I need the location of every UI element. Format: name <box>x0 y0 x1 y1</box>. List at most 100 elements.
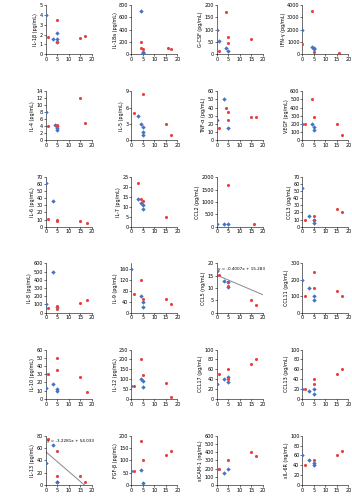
Point <box>251 220 257 228</box>
Point <box>55 120 60 128</box>
Y-axis label: G-CSF (pg/mL): G-CSF (pg/mL) <box>198 12 203 48</box>
Point <box>168 46 174 54</box>
Point <box>309 7 314 15</box>
Point <box>249 448 254 456</box>
Point <box>311 456 317 464</box>
Point <box>140 377 146 385</box>
Point <box>163 120 169 128</box>
Point <box>82 478 88 486</box>
Point <box>221 276 226 284</box>
Point <box>214 267 220 275</box>
Point <box>311 459 317 467</box>
Point <box>138 356 143 364</box>
Point <box>50 268 56 276</box>
Point <box>55 354 60 362</box>
Point <box>45 34 51 42</box>
Y-axis label: CCL17 (pg/mL): CCL17 (pg/mL) <box>198 356 203 393</box>
Point <box>128 265 134 273</box>
Point <box>45 215 51 223</box>
Point <box>136 112 141 120</box>
Point <box>216 124 222 132</box>
Point <box>55 28 60 36</box>
Y-axis label: IL-13 (pg/mL): IL-13 (pg/mL) <box>30 444 35 477</box>
Point <box>77 299 83 307</box>
Point <box>306 212 312 220</box>
Point <box>226 46 231 54</box>
Point <box>226 375 231 383</box>
Point <box>216 36 222 44</box>
Point <box>138 199 143 207</box>
Point <box>138 292 143 300</box>
Point <box>55 38 60 46</box>
Point <box>223 104 229 112</box>
Point <box>168 393 174 401</box>
Point <box>140 48 146 56</box>
Point <box>140 383 146 391</box>
Y-axis label: CCL13 (pg/mL): CCL13 (pg/mL) <box>284 356 289 393</box>
Text: y = -0.4007x + 15.283: y = -0.4007x + 15.283 <box>218 267 265 271</box>
Point <box>77 94 83 102</box>
Point <box>138 375 143 383</box>
Point <box>339 292 344 300</box>
Point <box>302 462 307 469</box>
Point <box>226 372 231 380</box>
Point <box>226 108 231 116</box>
Point <box>140 48 146 56</box>
Point <box>223 44 229 52</box>
Point <box>140 122 146 130</box>
Point <box>249 360 254 368</box>
Point <box>138 436 143 444</box>
Y-axis label: IL-5 (pg/mL): IL-5 (pg/mL) <box>119 101 124 130</box>
Y-axis label: CCL11 (pg/mL): CCL11 (pg/mL) <box>284 270 289 306</box>
Point <box>214 380 220 388</box>
Point <box>339 132 344 140</box>
Point <box>302 120 307 128</box>
Point <box>140 456 146 464</box>
Point <box>43 300 49 308</box>
Point <box>300 452 305 460</box>
Point <box>168 131 174 139</box>
Point <box>311 375 317 383</box>
Point <box>140 46 146 54</box>
Point <box>226 464 231 472</box>
Point <box>163 452 169 460</box>
Point <box>131 382 136 390</box>
Point <box>55 126 60 134</box>
Point <box>300 276 305 284</box>
Point <box>165 44 171 52</box>
Point <box>309 43 314 51</box>
Point <box>334 370 340 378</box>
Point <box>311 462 317 469</box>
Point <box>77 472 83 480</box>
Y-axis label: IL-1β (pg/mL): IL-1β (pg/mL) <box>33 13 38 46</box>
Point <box>216 46 222 54</box>
Point <box>226 278 231 286</box>
Point <box>82 32 88 40</box>
Point <box>55 302 60 310</box>
Point <box>253 356 259 364</box>
Point <box>311 126 317 134</box>
Point <box>168 300 174 308</box>
Point <box>226 39 231 47</box>
Point <box>138 44 143 52</box>
Point <box>138 195 143 203</box>
Point <box>55 122 60 130</box>
Point <box>131 290 136 298</box>
Point <box>311 284 317 292</box>
Point <box>216 370 222 378</box>
Point <box>302 216 307 224</box>
Point <box>300 184 305 192</box>
Point <box>55 216 60 224</box>
Point <box>45 122 51 130</box>
Point <box>249 36 254 44</box>
Point <box>55 366 60 374</box>
Point <box>163 379 169 387</box>
Point <box>216 270 222 278</box>
Point <box>140 50 146 58</box>
Point <box>55 304 60 312</box>
Point <box>334 288 340 296</box>
Point <box>311 44 317 52</box>
Point <box>131 109 136 117</box>
Point <box>221 220 226 228</box>
Point <box>55 386 60 394</box>
